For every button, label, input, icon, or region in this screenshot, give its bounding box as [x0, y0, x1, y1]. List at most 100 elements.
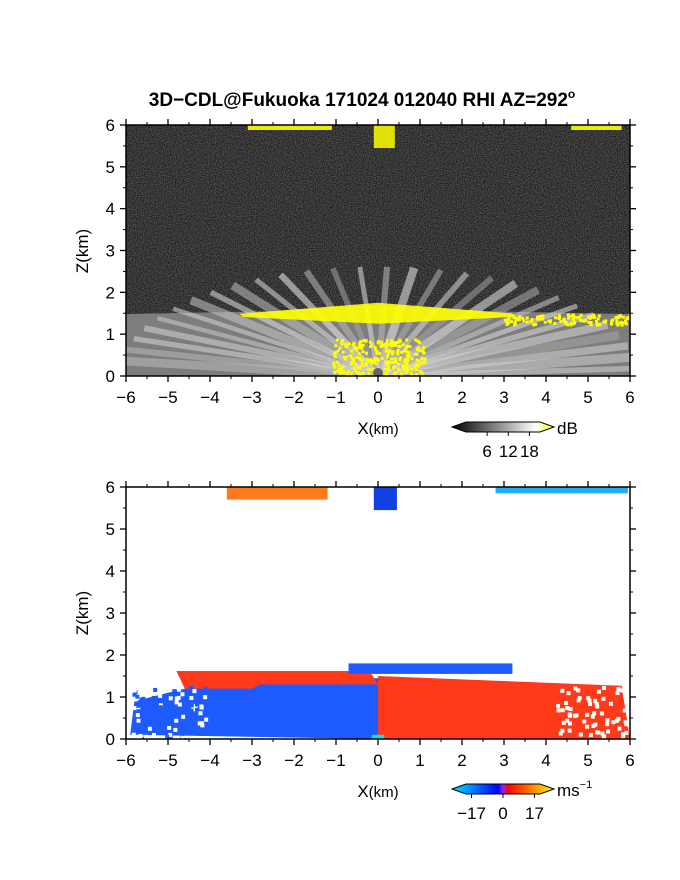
- velocity-speckle: [199, 704, 204, 709]
- intensity-speckle: [357, 373, 361, 376]
- intensity-speckle: [339, 366, 343, 370]
- velocity-speckle: [130, 688, 135, 693]
- velocity-speckle: [561, 720, 566, 725]
- intensity-speckle: [355, 348, 359, 352]
- velocity-y-tick-label: 4: [106, 562, 115, 581]
- velocity-speckle: [585, 712, 590, 717]
- velocity-speckle: [591, 723, 596, 728]
- intensity-speckle: [384, 349, 388, 353]
- intensity-speckle: [386, 360, 390, 364]
- intensity-speckle: [409, 367, 413, 371]
- intensity-speckle: [358, 356, 362, 360]
- intensity-speckle: [405, 362, 409, 366]
- intensity-speckle: [360, 346, 364, 350]
- velocity-speckle: [189, 685, 194, 690]
- velocity-speckle: [172, 689, 177, 694]
- velocity-speckle: [576, 698, 581, 703]
- intensity-speckle: [392, 373, 396, 376]
- intensity-speckle: [370, 361, 374, 365]
- velocity-speckle: [595, 730, 600, 735]
- intensity-speckle: [385, 339, 389, 343]
- intensity-speckle: [355, 346, 359, 350]
- intensity-speckle: [341, 365, 345, 369]
- intensity-speckle: [413, 352, 417, 356]
- intensity-speckle: [414, 338, 418, 342]
- velocity-negative-region: [130, 678, 378, 739]
- velocity-speckle: [200, 723, 205, 728]
- intensity-top-artifact: [571, 125, 622, 130]
- velocity-speckle: [204, 717, 209, 722]
- intensity-speckle: [348, 354, 352, 358]
- intensity-speckle: [364, 363, 368, 367]
- intensity-speckle: [422, 346, 426, 350]
- velocity-colorbar-tick-label: −17: [457, 804, 486, 823]
- velocity-speckle: [574, 713, 579, 718]
- figure-title: 3D−CDL@Fukuoka 171024 012040 RHI AZ=292o: [149, 87, 576, 111]
- velocity-speckle: [625, 699, 630, 704]
- intensity-speckle: [358, 345, 362, 349]
- velocity-speckle: [194, 702, 199, 707]
- intensity-speckle: [504, 318, 508, 322]
- intensity-speckle: [391, 350, 395, 354]
- velocity-speckle: [147, 692, 152, 697]
- intensity-colorbar: 6 12 18 dB: [450, 419, 578, 461]
- velocity-y-tick-label: 2: [106, 646, 115, 665]
- intensity-speckle: [584, 318, 588, 322]
- intensity-speckle: [393, 343, 397, 347]
- velocity-speckle: [573, 686, 578, 691]
- velocity-speckle: [615, 691, 620, 696]
- intensity-speckle: [383, 342, 387, 346]
- velocity-x-tick-label: −2: [284, 751, 303, 770]
- intensity-speckle: [390, 344, 394, 348]
- intensity-speckle: [400, 350, 404, 354]
- velocity-speckle: [198, 725, 203, 730]
- velocity-speckle: [565, 718, 570, 723]
- velocity-speckle: [565, 706, 570, 711]
- intensity-speckle: [563, 321, 567, 325]
- intensity-speckle: [525, 320, 529, 324]
- intensity-speckle: [352, 366, 356, 370]
- velocity-speckle: [173, 727, 178, 732]
- intensity-speckle: [594, 319, 598, 323]
- intensity-speckle: [619, 314, 623, 318]
- intensity-speckle: [335, 338, 339, 342]
- intensity-speckle: [370, 367, 374, 371]
- intensity-speckle: [390, 357, 394, 361]
- velocity-speckle: [144, 717, 149, 722]
- intensity-speckle: [402, 367, 406, 371]
- intensity-speckle: [534, 322, 538, 326]
- intensity-speckle: [579, 318, 583, 322]
- velocity-speckle: [608, 701, 613, 706]
- intensity-x-tick-label: 5: [583, 388, 592, 407]
- velocity-speckle: [616, 687, 621, 692]
- velocity-speckle: [135, 713, 140, 718]
- velocity-speckle: [564, 700, 569, 705]
- intensity-speckle: [387, 369, 391, 373]
- intensity-y-tick-label: 2: [106, 283, 115, 302]
- intensity-ylabel: Z(km): [73, 229, 92, 273]
- intensity-speckle: [569, 323, 573, 327]
- velocity-speckle: [556, 708, 561, 713]
- velocity-x-tick-label: 0: [373, 751, 382, 770]
- intensity-speckle: [566, 323, 570, 327]
- velocity-xlabel: X(km): [357, 782, 398, 801]
- velocity-speckle: [143, 692, 148, 697]
- intensity-speckle: [567, 314, 571, 318]
- velocity-speckle: [199, 721, 204, 726]
- intensity-speckle: [380, 340, 384, 344]
- intensity-speckle: [610, 321, 614, 325]
- velocity-speckle: [140, 706, 145, 711]
- intensity-speckle: [418, 370, 422, 374]
- intensity-speckle: [619, 320, 623, 324]
- velocity-speckle: [617, 726, 622, 731]
- intensity-speckle: [405, 338, 409, 342]
- velocity-speckle: [169, 716, 174, 721]
- velocity-speckle: [601, 696, 606, 701]
- intensity-x-tick-label: 4: [541, 388, 550, 407]
- intensity-speckle: [570, 314, 574, 318]
- velocity-ylabel: Z(km): [73, 591, 92, 635]
- intensity-speckle: [350, 349, 354, 353]
- intensity-speckle: [374, 348, 378, 352]
- velocity-x-tick-label: −3: [242, 751, 261, 770]
- velocity-colorbar-unit: ms−1: [557, 779, 592, 800]
